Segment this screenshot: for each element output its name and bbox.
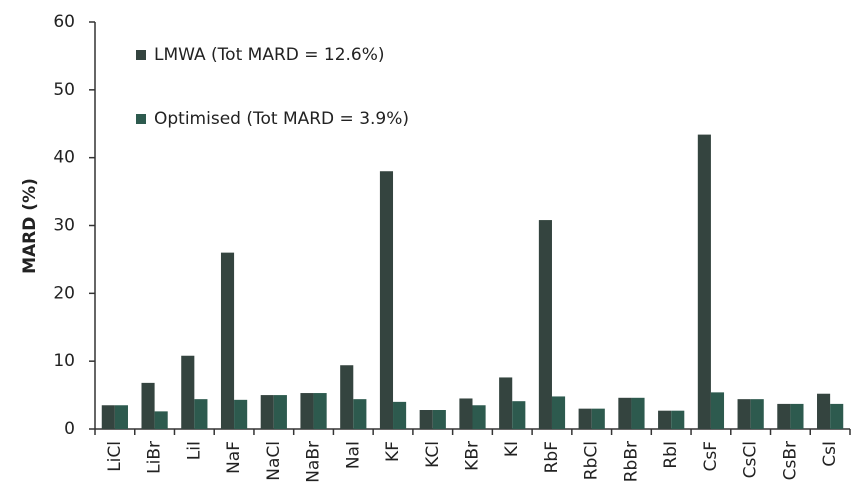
x-tick-label: RbBr <box>621 441 641 482</box>
legend-label: LMWA (Tot MARD = 12.6%) <box>154 45 385 65</box>
bar <box>710 392 725 429</box>
bar <box>154 411 168 429</box>
x-tick-label: KCl <box>423 441 443 468</box>
x-tick-label: CsF <box>701 441 721 472</box>
bar <box>313 393 327 429</box>
bar <box>578 408 592 429</box>
x-tick-label: NaF <box>224 441 244 474</box>
x-tick-label: CsBr <box>780 441 800 480</box>
x-tick-label: RbF <box>542 441 562 473</box>
x-tick-label: RbCl <box>582 441 602 480</box>
x-tick-label: NaBr <box>304 441 324 483</box>
bar <box>618 397 632 429</box>
bar <box>830 403 844 429</box>
bar <box>432 410 446 429</box>
y-tick-label: 50 <box>53 80 75 100</box>
y-tick-label: 60 <box>53 12 75 32</box>
bar <box>551 396 566 429</box>
bar <box>817 393 831 429</box>
bar <box>658 410 672 429</box>
bar <box>737 399 751 429</box>
bar <box>750 399 764 429</box>
bar <box>353 399 367 429</box>
bar <box>671 410 685 429</box>
y-tick-label: 40 <box>53 148 75 168</box>
bar <box>697 134 711 429</box>
x-tick-label: KF <box>383 441 403 462</box>
bar <box>512 401 526 429</box>
bar <box>220 252 235 429</box>
bar <box>777 403 791 429</box>
x-tick-label: NaI <box>343 441 363 469</box>
bar <box>459 398 473 429</box>
bar <box>234 399 248 429</box>
y-axis-title: MARD (%) <box>20 178 40 274</box>
bar <box>393 401 407 429</box>
x-tick-label: LiBr <box>145 441 165 474</box>
bar <box>273 395 287 429</box>
y-tick-label: 20 <box>53 283 75 303</box>
bar <box>300 393 314 429</box>
bar <box>790 403 804 429</box>
x-tick-label: RbI <box>661 441 681 469</box>
bar <box>141 382 155 429</box>
x-tick-label: CsI <box>820 441 840 467</box>
bar <box>340 365 354 429</box>
bar <box>472 405 486 429</box>
x-tick-label: LiI <box>184 441 204 460</box>
x-tick-label: KBr <box>463 441 483 471</box>
bar <box>101 405 115 429</box>
x-tick-label: KI <box>502 441 522 457</box>
bar <box>631 397 645 429</box>
y-tick-label: 30 <box>53 216 75 236</box>
bar <box>379 171 394 429</box>
bar <box>194 399 208 429</box>
bar <box>538 220 552 429</box>
bar <box>591 408 605 429</box>
x-tick-label: LiCl <box>105 441 125 472</box>
bar <box>419 410 433 429</box>
legend-label: Optimised (Tot MARD = 3.9%) <box>154 109 409 129</box>
bar <box>181 355 195 429</box>
y-tick-label: 0 <box>64 419 75 439</box>
x-tick-label: CsCl <box>741 441 761 478</box>
bar <box>499 377 513 429</box>
legend-swatch <box>136 50 146 60</box>
bar <box>114 405 128 429</box>
x-tick-label: NaCl <box>264 441 284 481</box>
bar <box>260 395 274 429</box>
y-tick-label: 10 <box>53 351 75 371</box>
legend-swatch <box>136 114 146 124</box>
